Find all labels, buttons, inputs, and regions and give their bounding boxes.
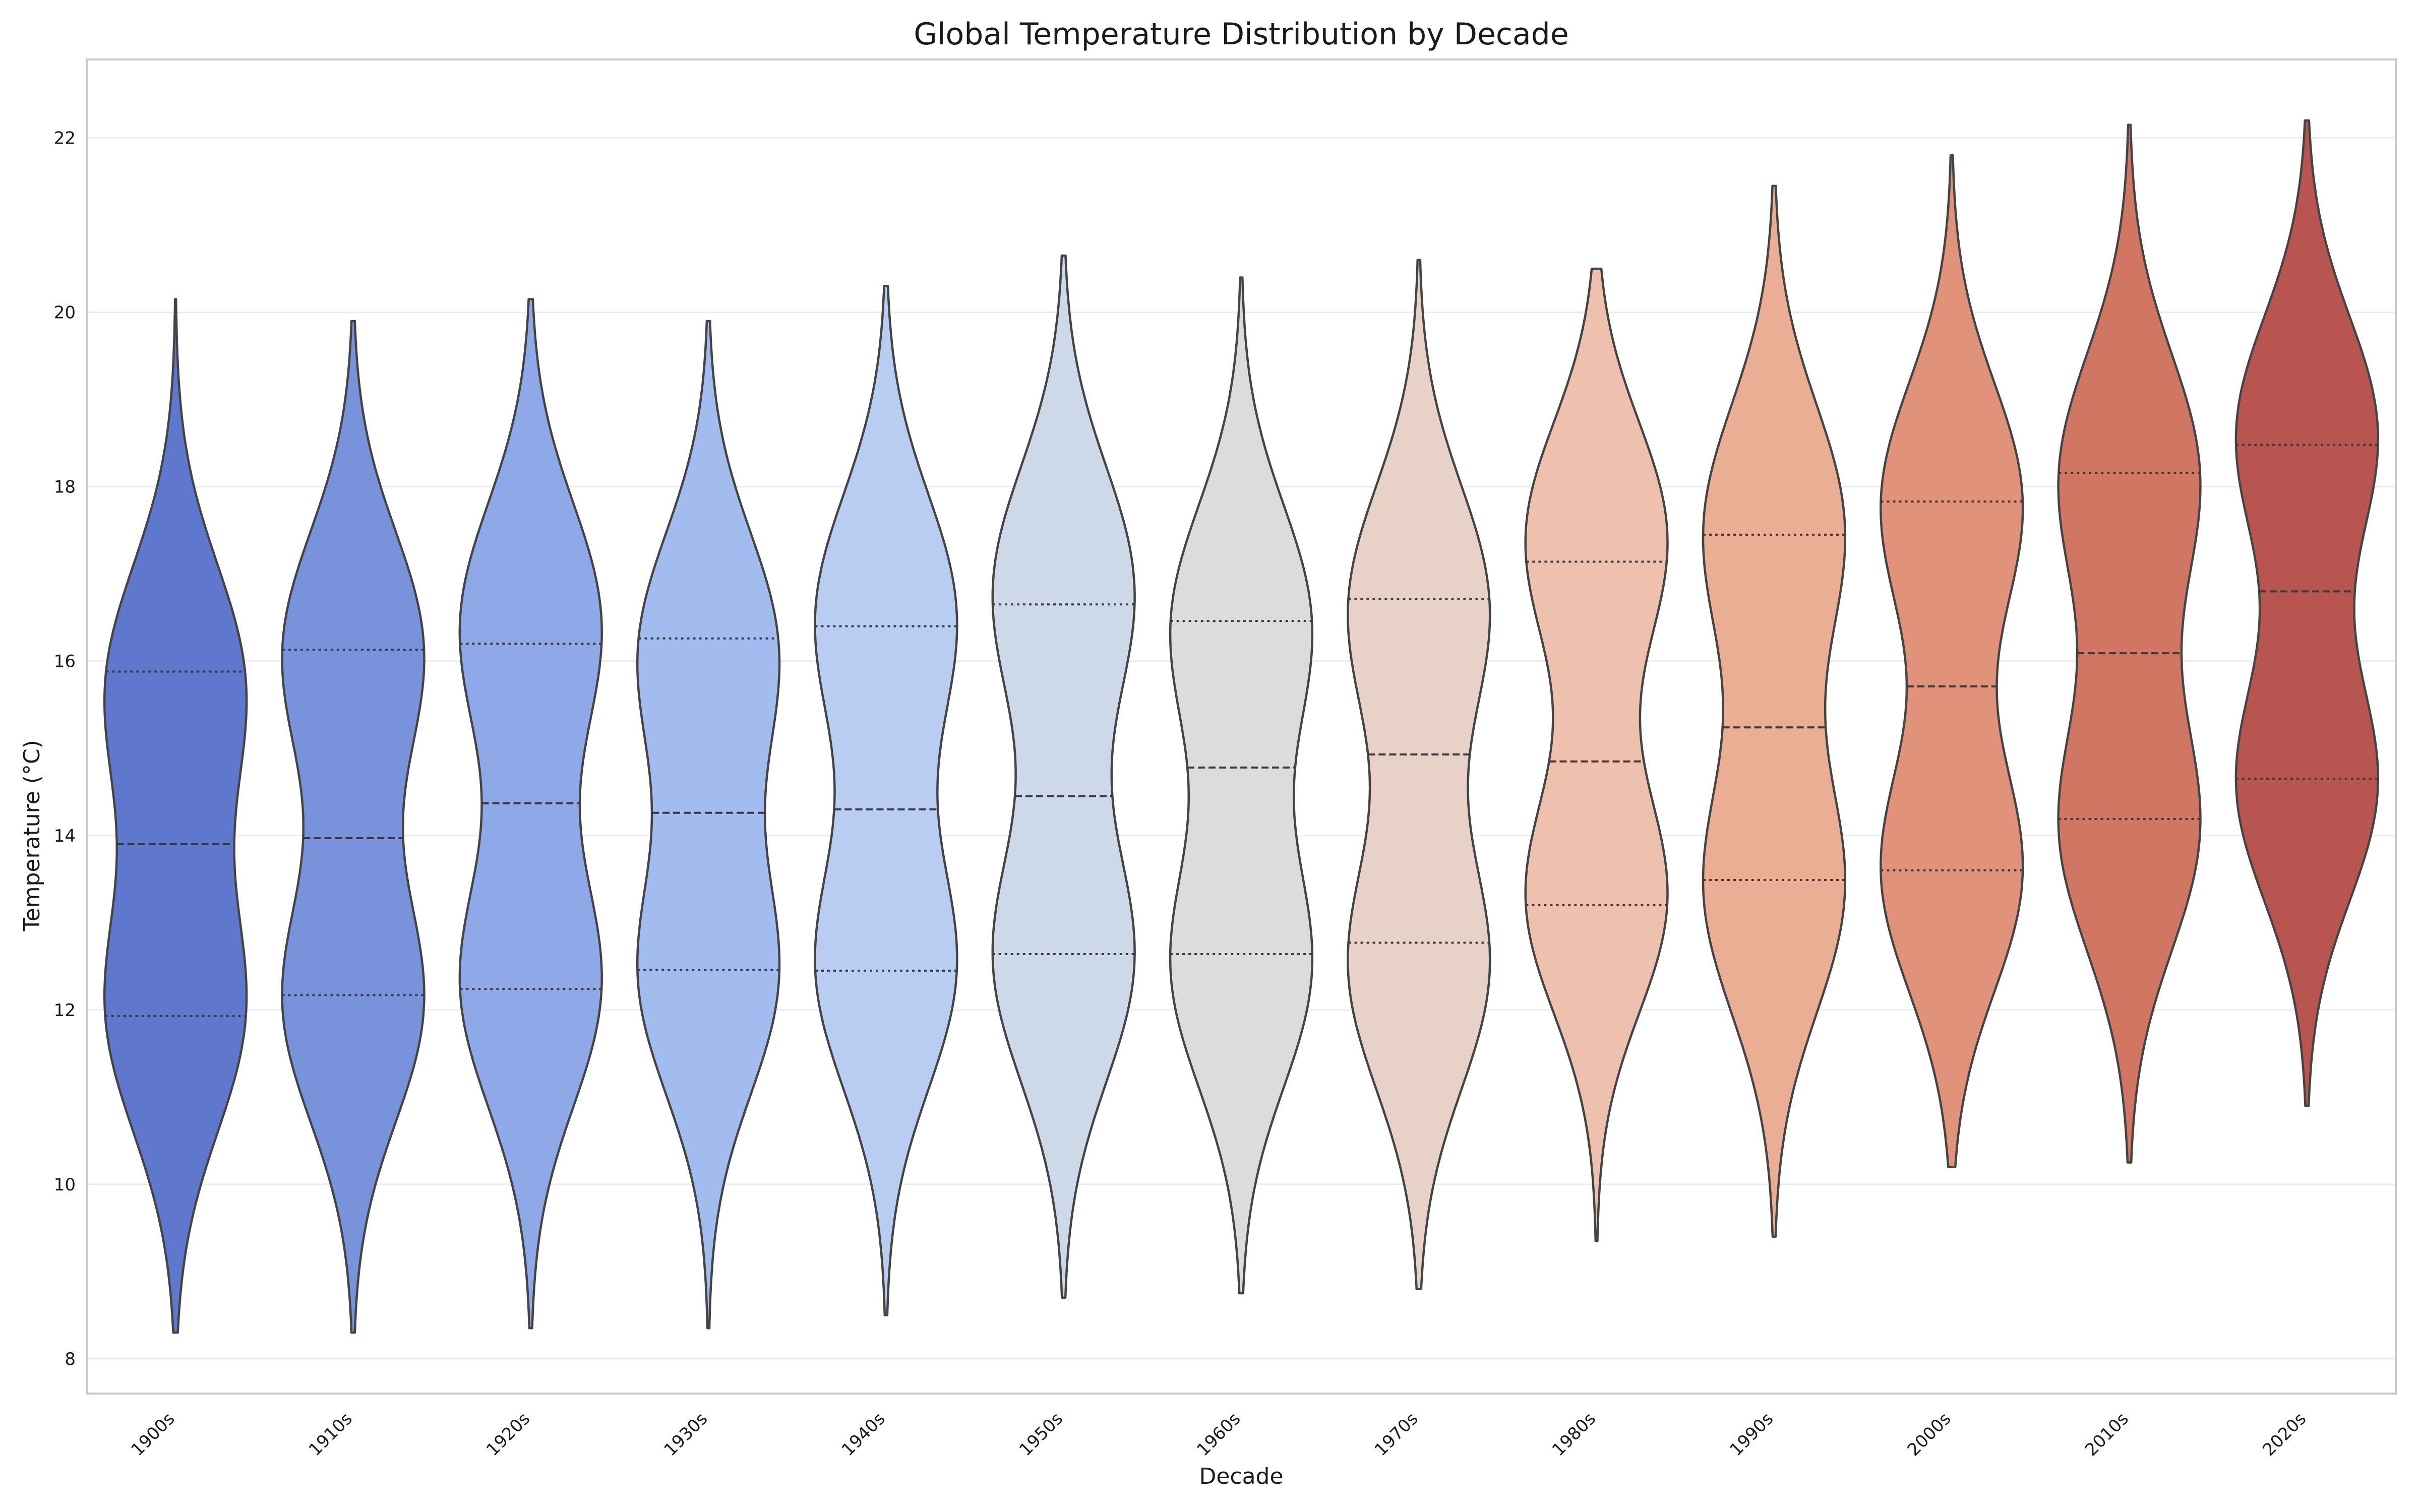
violin-body xyxy=(814,285,958,1316)
violin-1910s xyxy=(281,320,426,1334)
violin-2020s xyxy=(2234,119,2380,1107)
violin-1920s xyxy=(458,298,603,1330)
y-tick-label: 10 xyxy=(54,1175,76,1195)
y-tick-label: 8 xyxy=(65,1349,76,1369)
y-tick-label: 22 xyxy=(54,129,76,149)
y-tick-label: 12 xyxy=(54,1000,76,1021)
violin-1900s xyxy=(103,298,248,1334)
violin-body xyxy=(1169,276,1314,1295)
violin-body xyxy=(1347,259,1491,1290)
chart-title: Global Temperature Distribution by Decad… xyxy=(914,17,1568,52)
plot-frame xyxy=(86,58,2397,1395)
violin-2010s xyxy=(2057,123,2202,1164)
y-tick-label: 20 xyxy=(54,303,76,323)
violin-2000s xyxy=(1880,154,2024,1168)
violin-body xyxy=(1702,184,1847,1238)
violin-body xyxy=(2234,119,2380,1107)
violin-1940s xyxy=(814,285,958,1316)
x-axis-label: Decade xyxy=(1199,1464,1283,1489)
y-tick-label: 18 xyxy=(54,477,76,497)
y-tick-label: 16 xyxy=(54,652,76,672)
y-tick-label: 14 xyxy=(54,826,76,846)
violin-body xyxy=(1880,154,2024,1168)
y-axis-label: Temperature (°C) xyxy=(19,740,45,932)
violin-body xyxy=(1524,267,1669,1242)
violin-1970s xyxy=(1347,259,1491,1290)
violins xyxy=(103,119,2380,1334)
violin-body xyxy=(103,298,248,1334)
violin-1990s xyxy=(1702,184,1847,1238)
violin-1930s xyxy=(636,320,781,1330)
violin-1960s xyxy=(1169,276,1314,1295)
y-tick-labels: 8 10 12 14 16 18 20 22 xyxy=(54,129,76,1369)
violin-body xyxy=(2057,123,2202,1164)
violin-body xyxy=(281,320,426,1334)
violin-1980s xyxy=(1524,267,1669,1242)
violin-1950s xyxy=(991,255,1136,1299)
violin-body xyxy=(636,320,781,1330)
